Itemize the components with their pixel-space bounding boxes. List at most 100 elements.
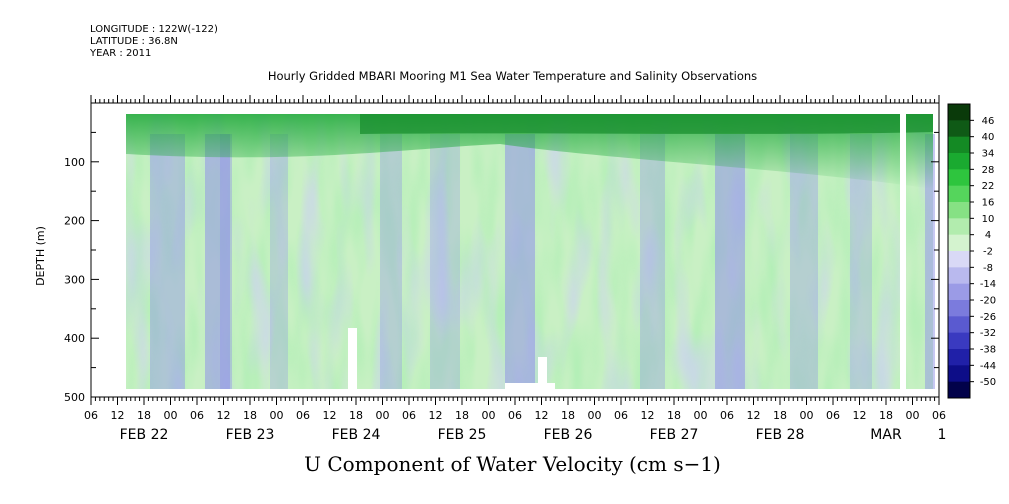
colorbar-label: -44 — [980, 361, 996, 372]
x-hour-label: 00 — [800, 409, 814, 422]
x-hour-label: 06 — [932, 409, 946, 422]
colorbar-swatch — [948, 267, 970, 285]
missing-data-gap — [505, 383, 555, 390]
colorbar-label: 34 — [982, 149, 995, 160]
x-hour-label: 00 — [906, 409, 920, 422]
colorbar-label: -8 — [983, 263, 993, 274]
negative-velocity-band — [850, 134, 872, 389]
y-axis-labels: 100 200 300 400 500 — [64, 156, 85, 404]
x-hour-label: 12 — [747, 409, 761, 422]
x-hour-label: 06 — [402, 409, 416, 422]
missing-data-gap — [348, 328, 357, 390]
colorbar-label: 22 — [982, 181, 995, 192]
negative-velocity-band — [380, 134, 402, 389]
year-text: YEAR : 2011 — [90, 48, 152, 59]
missing-data-gap — [538, 357, 547, 390]
x-day-label: 1 — [938, 427, 947, 443]
x-day-label: FEB 25 — [438, 427, 487, 443]
colorbar-label: 28 — [982, 165, 995, 176]
x-hour-label: 00 — [482, 409, 496, 422]
colorbar-label: -32 — [980, 328, 996, 339]
colorbar-label: -20 — [980, 296, 996, 307]
velocity-field — [126, 114, 935, 390]
x-hour-label: 00 — [164, 409, 178, 422]
colorbar-swatch — [948, 185, 970, 203]
x-hour-label: 18 — [455, 409, 469, 422]
x-hour-label: 00 — [588, 409, 602, 422]
colorbar-swatch — [948, 381, 970, 399]
surface-core-band — [360, 114, 933, 134]
negative-velocity-band — [430, 134, 460, 389]
y-axis-label: DEPTH (m) — [34, 226, 47, 286]
colorbar-swatch — [948, 332, 970, 350]
colorbar-swatch — [948, 202, 970, 219]
x-day-label: FEB 23 — [226, 427, 275, 443]
x-hour-label: 18 — [773, 409, 787, 422]
x-day-label: FEB 26 — [544, 427, 593, 443]
x-hour-label: 12 — [853, 409, 867, 422]
colorbar-label: 4 — [985, 230, 991, 241]
y-tick-label: 300 — [64, 273, 85, 286]
colorbar-swatch — [948, 349, 970, 366]
x-hour-label: 18 — [879, 409, 893, 422]
colorbar-swatch — [948, 283, 970, 301]
latitude-text: LATITUDE : 36.8N — [90, 36, 178, 47]
x-hour-label: 18 — [561, 409, 575, 422]
colorbar-label: 40 — [982, 132, 995, 143]
x-day-label: FEB 27 — [650, 427, 699, 443]
negative-velocity-band — [270, 134, 288, 389]
chart-title: Hourly Gridded MBARI Mooring M1 Sea Wate… — [267, 69, 758, 83]
x-hour-label: 12 — [641, 409, 655, 422]
negative-velocity-band — [205, 134, 230, 389]
colorbar: 46 40 34 28 22 16 10 4 -2 -8 -14 -20 -26 -32 -38 -44 -50 — [947, 103, 996, 399]
colorbar-swatch — [948, 120, 970, 138]
x-hour-label: 18 — [243, 409, 257, 422]
x-hour-label: 00 — [694, 409, 708, 422]
colorbar-label: -38 — [980, 345, 996, 356]
negative-velocity-band — [220, 134, 232, 389]
negative-velocity-band — [640, 134, 665, 389]
longitude-text: LONGITUDE : 122W(-122) — [90, 24, 218, 35]
colorbar-label: -26 — [980, 312, 996, 323]
colorbar-swatch — [948, 104, 970, 121]
x-hour-label: 06 — [826, 409, 840, 422]
colorbar-label: -2 — [983, 247, 993, 258]
x-hour-label: 06 — [296, 409, 310, 422]
x-day-label: MAR — [870, 427, 902, 443]
x-day-label: FEB 28 — [756, 427, 805, 443]
x-hour-label: 12 — [111, 409, 125, 422]
x-hour-label: 18 — [137, 409, 151, 422]
y-tick-label: 100 — [64, 156, 85, 169]
negative-velocity-band — [150, 134, 185, 389]
colorbar-label: 10 — [982, 214, 995, 225]
colorbar-swatch — [948, 316, 970, 334]
x-hour-label: 06 — [614, 409, 628, 422]
colorbar-swatch — [948, 365, 970, 383]
metadata-block: LONGITUDE : 122W(-122) LATITUDE : 36.8N … — [90, 24, 218, 60]
x-hour-label: 06 — [190, 409, 204, 422]
colorbar-swatch — [948, 234, 970, 252]
x-day-label: FEB 24 — [332, 427, 381, 443]
x-hour-label: 00 — [376, 409, 390, 422]
x-hour-label: 12 — [429, 409, 443, 422]
x-day-label: FEB 22 — [120, 427, 169, 443]
x-hour-label: 06 — [84, 409, 98, 422]
colorbar-swatch — [948, 218, 970, 236]
negative-velocity-band — [925, 134, 935, 389]
variable-title: U Component of Water Velocity (cm s−1) — [304, 452, 721, 476]
colorbar-label: 46 — [982, 116, 995, 127]
x-hour-label: 18 — [667, 409, 681, 422]
plot-axes — [90, 95, 940, 405]
colorbar-swatch — [948, 169, 970, 187]
y-tick-label: 400 — [64, 332, 85, 345]
negative-velocity-band — [505, 134, 535, 389]
missing-data-gap — [900, 114, 906, 389]
negative-velocity-band — [715, 134, 745, 389]
x-axis-labels: 06 12 18 00 06 12 18 00 06 12 18 00 06 12 18 00 06 12 18 00… — [84, 409, 946, 443]
x-hour-label: 06 — [508, 409, 522, 422]
x-hour-label: 12 — [535, 409, 549, 422]
x-hour-label: 18 — [349, 409, 363, 422]
colorbar-label: -14 — [980, 279, 996, 290]
y-tick-label: 200 — [64, 215, 85, 228]
